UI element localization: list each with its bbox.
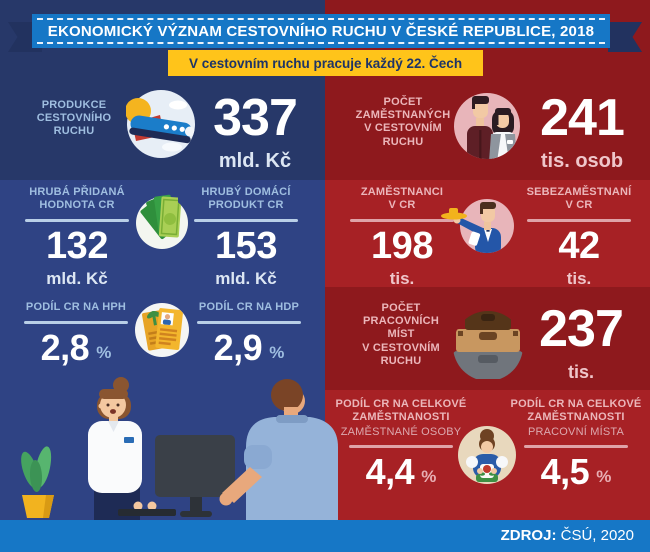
stat-share-jobs-unit: % [596,467,612,487]
stat-gva-block: HRUBÁ PŘIDANÁ HODNOTA CR 132 mld. Kč [17,186,137,289]
stat-employed-unit: tis. osob [540,150,624,172]
divider [24,321,128,325]
stat-share-hdp-unit: % [269,343,285,363]
stat-production-value: 337 [213,89,298,147]
source-label: ZDROJ: [500,527,557,544]
stat-share-jobs-block: PODÍL CR NA CELKOVÉ ZAMĚSTNANOSTI PRACOV… [509,398,643,490]
stat-share-persons-label: PODÍL CR NA CELKOVÉ ZAMĚSTNANOSTI [335,398,467,424]
divider [197,321,301,325]
source-value: ČSÚ, 2020 [556,527,634,544]
tagline-prefix: V cestovním ruchu pracuje každý [188,55,407,71]
tagline-bar: V cestovním ruchu pracuje každý 22. Čech [168,50,483,76]
airplane-icon [126,90,195,158]
divider [25,219,129,223]
page-title: EKONOMICKÝ VÝZNAM CESTOVNÍHO RUCHU V ČES… [47,22,595,40]
source-note: ZDROJ: ČSÚ, 2020 [501,527,634,544]
divider [350,219,454,223]
stat-production-value-block: 337 mld. Kč [196,92,314,173]
stat-share-jobs-value: 4,5 [540,451,590,493]
stat-jobs-label: POČET PRACOVNÍCH MÍST V CESTOVNÍM RUCHU [362,302,440,367]
stat-self-employed-block: SEBEZAMĚSTNANÍ V CR 42 tis. [518,186,640,289]
stat-share-jobs-label: PODÍL CR NA CELKOVÉ ZAMĚSTNANOSTI [510,398,642,424]
stat-jobs-unit: tis. [567,362,594,382]
customer-figure [219,379,338,520]
divider [349,445,453,449]
tagline-highlight: 22. [406,55,426,71]
divider [194,219,298,223]
suitcases-icon [453,311,523,379]
folk-woman-icon [458,426,516,484]
monitor [155,435,235,517]
travel-documents-icon [135,303,189,357]
plant-icon [21,446,54,518]
keyboard [118,509,176,516]
stat-gdp-unit: mld. Kč [215,269,277,289]
reception-scene-illustration [21,377,338,520]
stat-employees-block: ZAMĚSTNANCI V CR 198 tis. [342,186,462,289]
stat-self-employed-value: 42 [558,225,600,268]
stat-gdp-value: 153 [215,225,277,268]
stat-self-employed-label: SEBEZAMĚSTNANÍ V CR [526,186,632,212]
footer-bar [0,520,650,552]
title-ribbon: EKONOMICKÝ VÝZNAM CESTOVNÍHO RUCHU V ČES… [32,14,610,48]
stat-share-persons-block: PODÍL CR NA CELKOVÉ ZAMĚSTNANOSTI ZAMĚST… [334,398,468,490]
stat-employees-label: ZAMĚSTNANCI V CR [360,186,444,212]
receptionist-figure [88,377,157,520]
stat-share-hph-label: PODÍL CR NA HPH [25,301,127,313]
tagline-suffix: Čech [425,55,463,71]
stat-share-hph-value: 2,8 [40,327,90,369]
stat-share-hph-block: PODÍL CR NA HPH 2,8 % [14,301,138,366]
stat-production-label: PRODUKCE CESTOVNÍHO RUCHU [36,99,112,138]
stat-jobs-value: 237 [539,300,624,358]
stat-share-persons-value: 4,4 [365,451,415,493]
stat-share-persons-sublabel: ZAMĚSTNANÉ OSOBY [340,426,462,439]
stat-production-unit: mld. Kč [218,150,292,172]
stat-gva-unit: mld. Kč [46,269,108,289]
stat-share-persons-unit: % [421,467,437,487]
divider [527,219,631,223]
stat-gva-value: 132 [46,225,108,268]
stat-share-hph-unit: % [96,343,112,363]
stat-employed-value: 241 [540,89,625,147]
stat-employed-label: POČET ZAMĚSTNANÝCH V CESTOVNÍM RUCHU [355,96,451,148]
staff-couple-icon [454,93,520,159]
stat-employees-value: 198 [371,225,433,268]
stat-share-hdp-value: 2,9 [213,327,263,369]
divider [524,445,628,449]
waiter-icon [441,199,514,253]
stat-gva-label: HRUBÁ PŘIDANÁ HODNOTA CR [29,186,125,212]
stat-share-hdp-block: PODÍL CR NA HDP 2,9 % [187,301,311,366]
stat-self-employed-unit: tis. [566,269,592,289]
stat-jobs-value-block: 237 tis. [524,303,638,383]
stat-employees-unit: tis. [389,269,415,289]
stat-gdp-label: HRUBÝ DOMÁCÍ PRODUKT CR [201,186,291,212]
stat-share-hdp-label: PODÍL CR NA HDP [198,301,300,313]
stat-share-jobs-sublabel: PRACOVNÍ MÍSTA [527,426,625,439]
stat-employed-value-block: 241 tis. osob [522,92,642,173]
stat-gdp-block: HRUBÝ DOMÁCÍ PRODUKT CR 153 mld. Kč [186,186,306,289]
banknotes-icon [136,194,188,249]
